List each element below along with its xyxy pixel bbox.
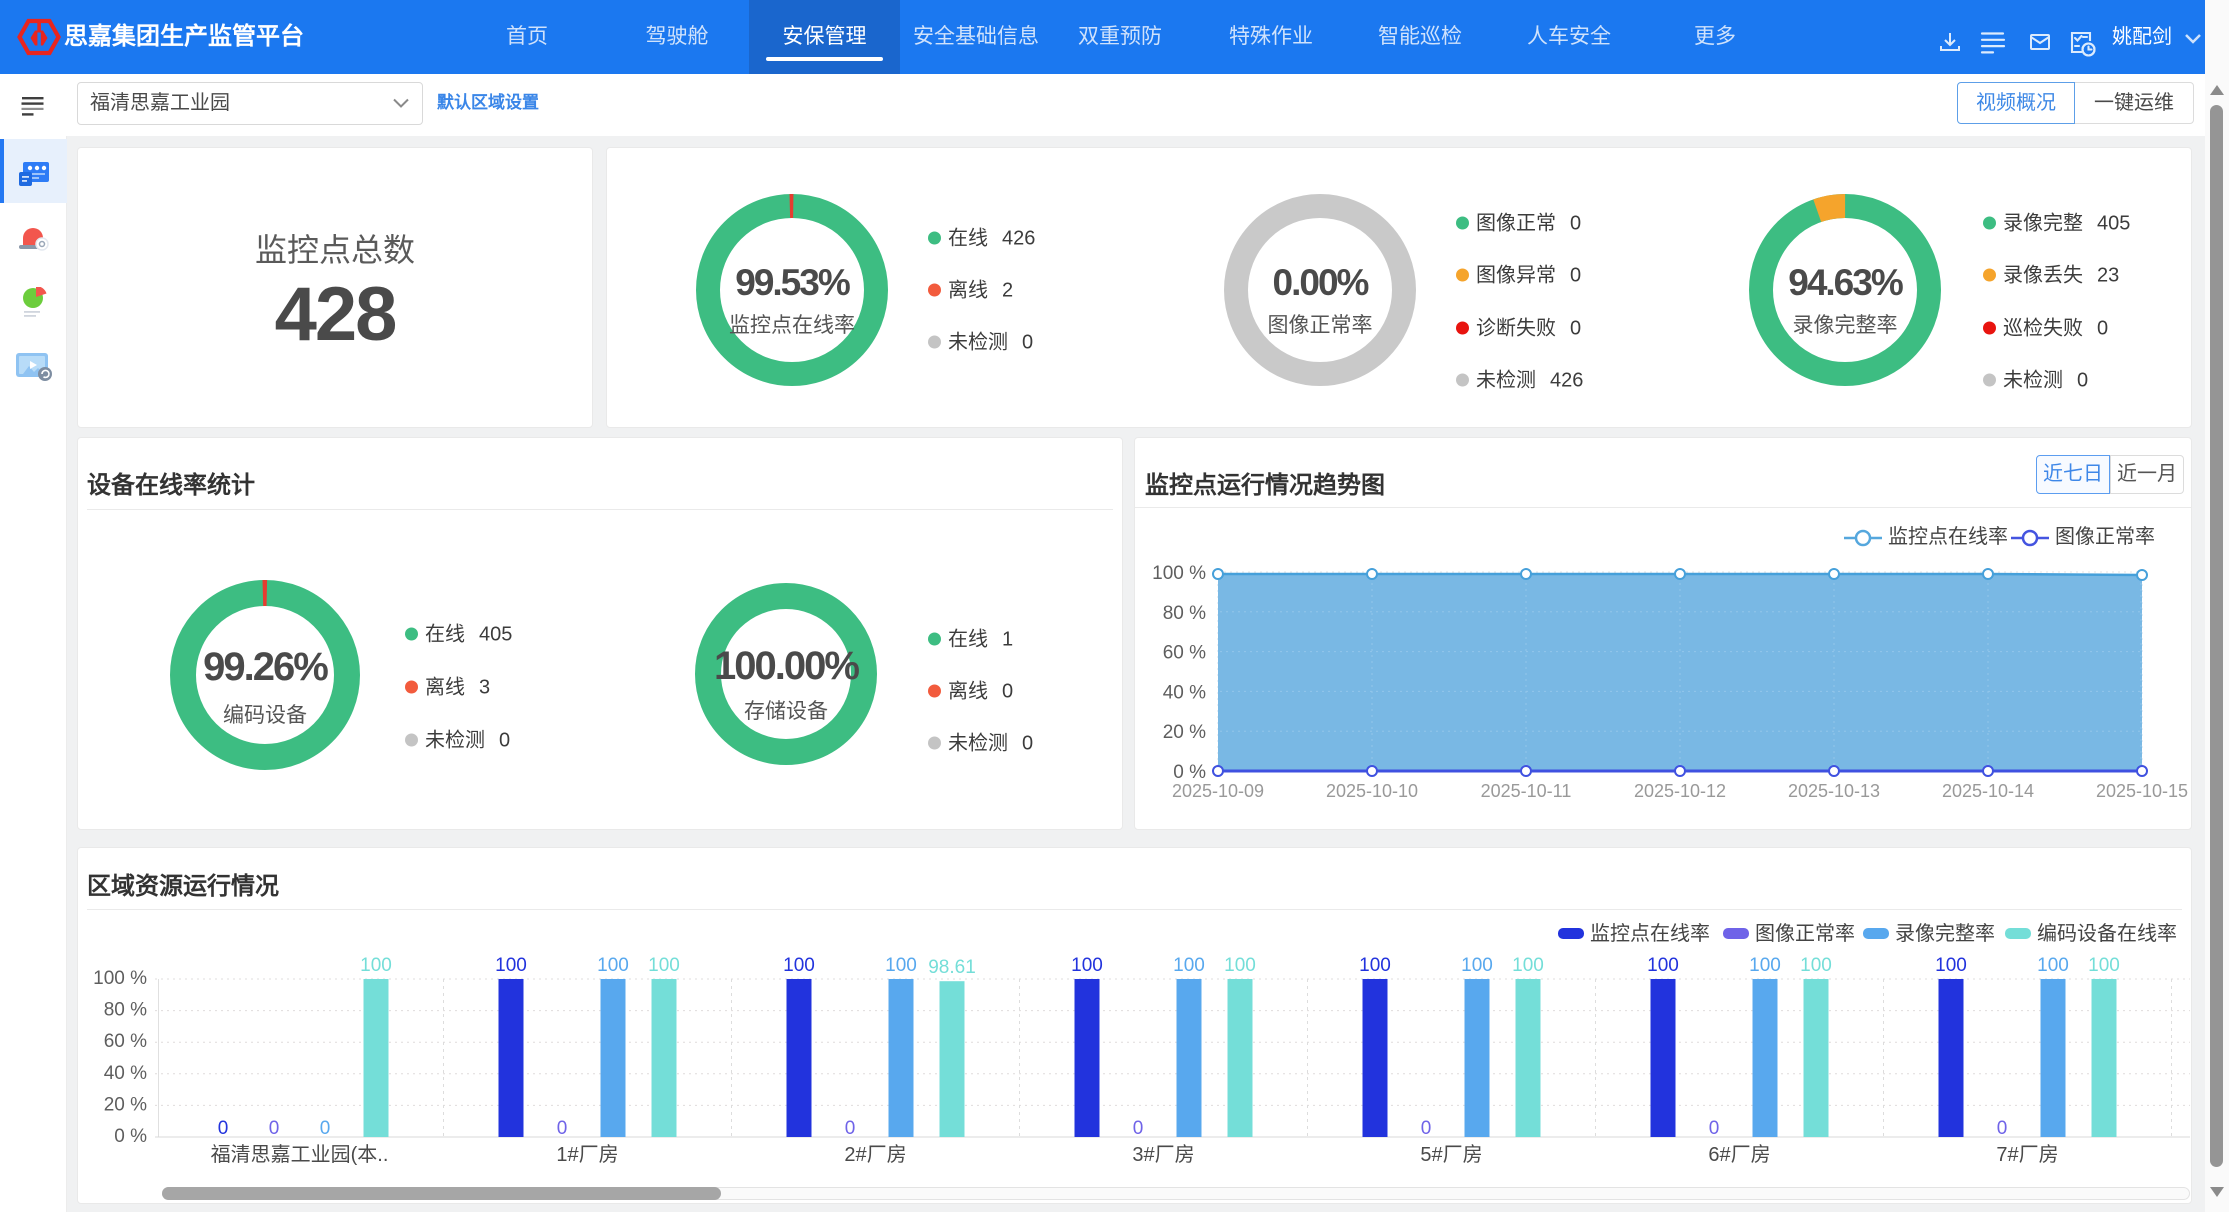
svg-text:100: 100 <box>2037 955 2069 976</box>
svg-text:2025-10-12: 2025-10-12 <box>1634 781 1726 801</box>
svg-text:2025-10-09: 2025-10-09 <box>1172 781 1264 801</box>
svg-text:20 %: 20 % <box>104 1094 147 1115</box>
svg-text:100: 100 <box>1512 955 1544 976</box>
svg-text:图像正常率: 图像正常率 <box>1755 922 1855 945</box>
svg-text:0: 0 <box>1709 1118 1720 1139</box>
svg-text:100: 100 <box>2088 955 2120 976</box>
svg-text:2#厂房: 2#厂房 <box>844 1143 906 1166</box>
svg-text:6#厂房: 6#厂房 <box>1708 1143 1770 1166</box>
svg-text:100: 100 <box>495 955 527 976</box>
svg-text:100: 100 <box>885 955 917 976</box>
svg-text:2025-10-15: 2025-10-15 <box>2096 781 2188 801</box>
svg-text:0: 0 <box>218 1118 229 1139</box>
svg-text:录像完整率: 录像完整率 <box>1895 922 1995 945</box>
svg-text:100: 100 <box>1173 955 1205 976</box>
svg-text:100: 100 <box>1071 955 1103 976</box>
svg-text:0 %: 0 % <box>1173 762 1206 783</box>
svg-text:0: 0 <box>557 1118 568 1139</box>
svg-text:60 %: 60 % <box>1163 643 1206 664</box>
svg-text:60 %: 60 % <box>104 1031 147 1052</box>
svg-text:100: 100 <box>1461 955 1493 976</box>
svg-text:5#厂房: 5#厂房 <box>1420 1143 1482 1166</box>
svg-text:80 %: 80 % <box>1163 603 1206 624</box>
svg-text:100: 100 <box>1800 955 1832 976</box>
svg-text:0: 0 <box>1421 1118 1432 1139</box>
svg-text:0: 0 <box>845 1118 856 1139</box>
svg-text:40 %: 40 % <box>104 1063 147 1084</box>
svg-text:2025-10-13: 2025-10-13 <box>1788 781 1880 801</box>
svg-text:0: 0 <box>269 1118 280 1139</box>
svg-text:100: 100 <box>1935 955 1967 976</box>
svg-text:3#厂房: 3#厂房 <box>1132 1143 1194 1166</box>
svg-text:2025-10-10: 2025-10-10 <box>1326 781 1418 801</box>
svg-text:2025-10-11: 2025-10-11 <box>1481 781 1572 801</box>
svg-text:0: 0 <box>1997 1118 2008 1139</box>
svg-text:100 %: 100 % <box>1152 563 1206 584</box>
svg-text:98.61: 98.61 <box>928 957 976 978</box>
svg-text:100: 100 <box>1749 955 1781 976</box>
svg-text:100: 100 <box>1359 955 1391 976</box>
svg-text:编码设备在线率: 编码设备在线率 <box>2037 922 2177 945</box>
svg-text:100: 100 <box>783 955 815 976</box>
svg-text:0: 0 <box>320 1118 331 1139</box>
svg-text:20 %: 20 % <box>1163 722 1206 743</box>
svg-text:100 %: 100 % <box>93 968 147 989</box>
svg-text:7#厂房: 7#厂房 <box>1996 1143 2058 1166</box>
svg-text:100: 100 <box>1647 955 1679 976</box>
svg-text:100: 100 <box>360 955 392 976</box>
svg-text:2025-10-14: 2025-10-14 <box>1942 781 2034 801</box>
svg-text:监控点在线率: 监控点在线率 <box>1590 922 1710 945</box>
svg-text:100: 100 <box>597 955 629 976</box>
svg-text:0 %: 0 % <box>114 1126 147 1147</box>
svg-text:福清思嘉工业园(本..: 福清思嘉工业园(本.. <box>211 1143 389 1166</box>
svg-text:100: 100 <box>1224 955 1256 976</box>
svg-text:1#厂房: 1#厂房 <box>556 1143 618 1166</box>
svg-text:0: 0 <box>1133 1118 1144 1139</box>
svg-text:40 %: 40 % <box>1163 682 1206 703</box>
svg-text:100: 100 <box>648 955 680 976</box>
svg-text:80 %: 80 % <box>104 1000 147 1021</box>
